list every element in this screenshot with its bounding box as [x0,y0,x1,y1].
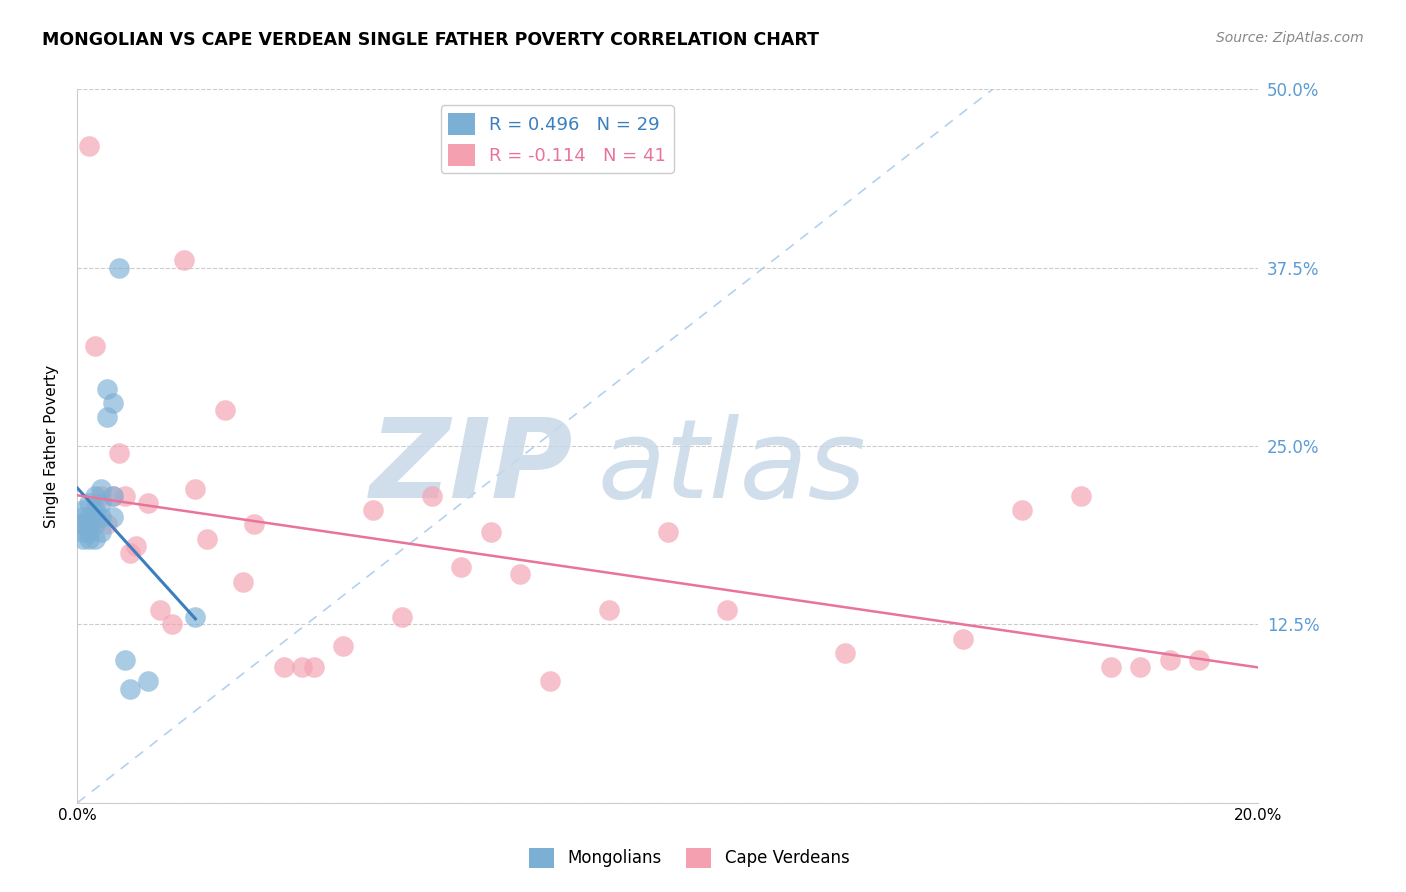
Point [84,532,107,546]
Legend: Mongolians, Cape Verdeans: Mongolians, Cape Verdeans [522,841,856,875]
Point [77,139,100,153]
Point [77,524,100,539]
Point [509,567,531,582]
Point [72,503,94,517]
Point [1070,489,1092,503]
Point [84,510,107,524]
Point [101,510,124,524]
Point [96,410,118,425]
Point [90,482,112,496]
Point [243,517,266,532]
Point [657,524,679,539]
Point [952,632,974,646]
Point [107,260,129,275]
Point [84,503,107,517]
Point [77,496,100,510]
Point [120,681,142,696]
Point [184,610,207,624]
Point [195,532,218,546]
Point [107,446,129,460]
Point [598,603,620,617]
Point [1129,660,1152,674]
Point [136,674,159,689]
Point [291,660,314,674]
Point [273,660,295,674]
Point [90,524,112,539]
Text: Source: ZipAtlas.com: Source: ZipAtlas.com [1216,31,1364,45]
Point [1011,503,1033,517]
Point [450,560,472,574]
Point [834,646,856,660]
Point [149,603,172,617]
Point [96,517,118,532]
Point [90,496,112,510]
Y-axis label: Single Father Poverty: Single Father Poverty [44,365,59,527]
Point [136,496,159,510]
Point [101,489,124,503]
Point [420,489,443,503]
Point [1159,653,1181,667]
Point [232,574,254,589]
Point [96,382,118,396]
Point [184,482,207,496]
Text: atlas: atlas [598,414,866,521]
Point [120,546,142,560]
Point [479,524,502,539]
Point [1099,660,1122,674]
Point [77,532,100,546]
Point [72,517,94,532]
Point [84,517,107,532]
Point [101,489,124,503]
Point [1188,653,1211,667]
Point [114,489,136,503]
Legend: R = 0.496   N = 29, R = -0.114   N = 41: R = 0.496 N = 29, R = -0.114 N = 41 [440,105,673,173]
Point [77,510,100,524]
Point [302,660,325,674]
Point [84,489,107,503]
Point [72,517,94,532]
Point [72,532,94,546]
Point [77,517,100,532]
Point [538,674,561,689]
Point [332,639,354,653]
Text: ZIP: ZIP [370,414,574,521]
Point [101,396,124,410]
Point [716,603,738,617]
Point [72,510,94,524]
Point [173,253,195,268]
Point [391,610,413,624]
Point [72,524,94,539]
Point [214,403,236,417]
Point [90,489,112,503]
Point [361,503,384,517]
Point [84,339,107,353]
Text: MONGOLIAN VS CAPE VERDEAN SINGLE FATHER POVERTY CORRELATION CHART: MONGOLIAN VS CAPE VERDEAN SINGLE FATHER … [42,31,820,49]
Point [114,653,136,667]
Point [160,617,183,632]
Point [90,510,112,524]
Point [125,539,148,553]
